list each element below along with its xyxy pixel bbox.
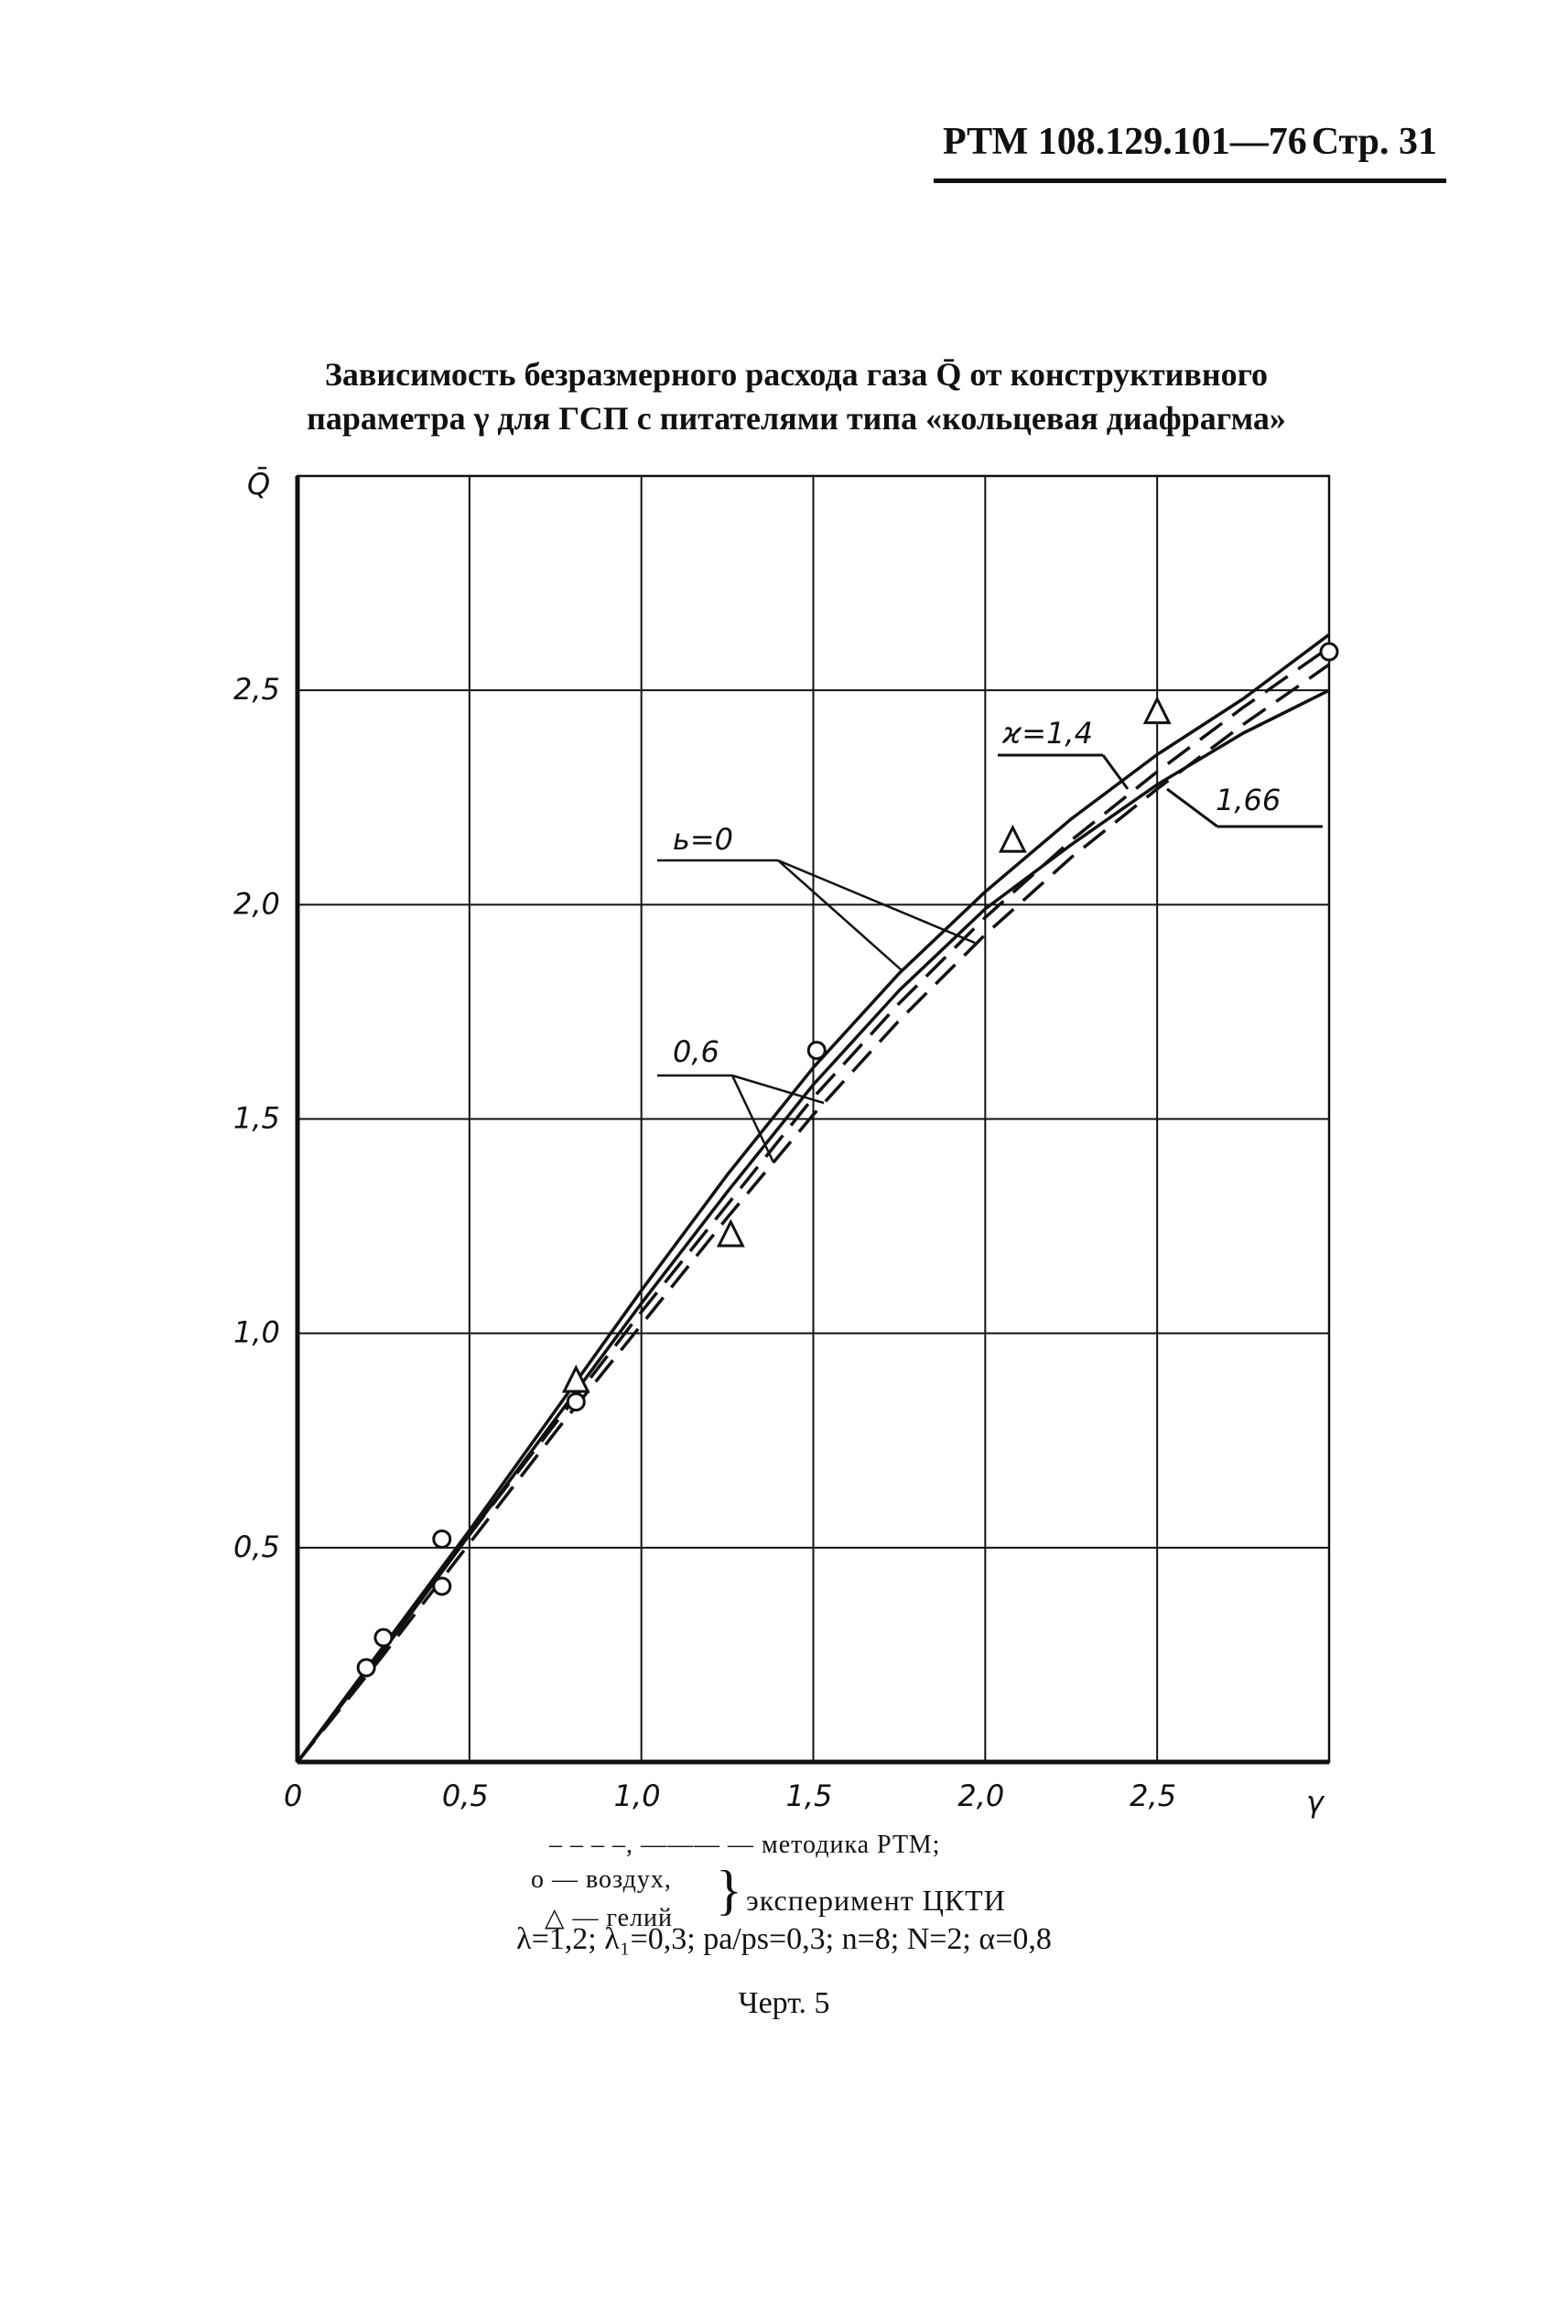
y-tick-label: 2,0 <box>233 886 280 921</box>
tick-labels: 0 0,5 1,0 1,5 2,0 2,5 0,5 1,0 1,5 2,0 2,5 γ Q̄ <box>233 466 1325 1820</box>
annotation-b-0: ь=0 <box>673 822 733 857</box>
x-tick-label: 1,5 <box>786 1778 833 1813</box>
legend-brace: } <box>716 1860 743 1920</box>
leader-b0-a <box>777 859 903 971</box>
y-tick-label: 1,5 <box>233 1101 280 1136</box>
air-marker <box>356 1658 376 1678</box>
y-tick-label: 1,0 <box>233 1315 280 1350</box>
series-line-3 <box>296 663 1331 1764</box>
parameters-line: λ=1,2; λ₁=0,3; pa/ps=0,3; n=8; N=2; α=0,… <box>516 1922 1052 1956</box>
leader-kappa <box>1101 754 1130 790</box>
leader-166 <box>1166 787 1218 828</box>
y-tick-label: 2,5 <box>233 672 280 707</box>
x-tick-label: 2,5 <box>1130 1778 1176 1813</box>
document-code: РТМ 108.129.101—76 <box>943 121 1307 163</box>
chart: 0 0,5 1,0 1,5 2,0 2,5 0,5 1,0 1,5 2,0 2,5 γ Q̄ ϰ=1,4… <box>233 466 1339 1820</box>
legend-experiment: эксперимент ЦКТИ <box>746 1884 1006 1917</box>
chart-title: Зависимость безразмерного расхода газа Q… <box>307 356 1286 437</box>
annotation-0-6: 0,6 <box>673 1034 719 1069</box>
annotations: ϰ=1,4 1,66 ь=0 0,6 <box>657 716 1323 1163</box>
helium-marker <box>561 1364 590 1393</box>
grid <box>295 474 1331 1765</box>
air-marker <box>373 1627 394 1648</box>
x-axis-label: γ <box>1306 1785 1325 1820</box>
series-line-0 <box>296 632 1331 1764</box>
y-axis-label: Q̄ <box>247 466 270 502</box>
figure-caption: Черт. 5 <box>738 1986 830 2020</box>
helium-marker <box>998 824 1027 853</box>
page-number: Стр. 31 <box>1311 121 1437 163</box>
leader-b0-b <box>777 859 976 945</box>
leader-06-b <box>731 1074 825 1105</box>
air-marker <box>566 1392 586 1412</box>
markers <box>356 642 1339 1678</box>
series <box>296 632 1331 1764</box>
helium-marker <box>1142 696 1172 725</box>
x-tick-label: 0,5 <box>442 1778 489 1813</box>
x-tick-label: 1,0 <box>614 1778 661 1813</box>
air-marker <box>806 1041 827 1061</box>
air-marker <box>432 1576 452 1596</box>
air-marker <box>1319 642 1339 662</box>
annotation-1-66: 1,66 <box>1216 783 1281 817</box>
legend-air: о — воздух, <box>531 1865 672 1894</box>
leader-06-a <box>730 1075 775 1163</box>
annotation-kappa-1-4: ϰ=1,4 <box>1001 716 1093 751</box>
x-tick-label: 2,0 <box>957 1778 1004 1813</box>
x-tick-label: 0 <box>284 1778 302 1813</box>
helium-marker <box>716 1218 745 1248</box>
page-header: РТМ 108.129.101—76 Стр. 31 <box>934 114 1446 183</box>
legend-line-styles: – – – –, ——— — методика РТМ; <box>549 1831 941 1859</box>
air-marker <box>432 1529 452 1549</box>
y-tick-label: 0,5 <box>233 1530 280 1564</box>
legend-helium: △ — гелий <box>545 1904 674 1932</box>
series-line-2 <box>296 645 1331 1764</box>
